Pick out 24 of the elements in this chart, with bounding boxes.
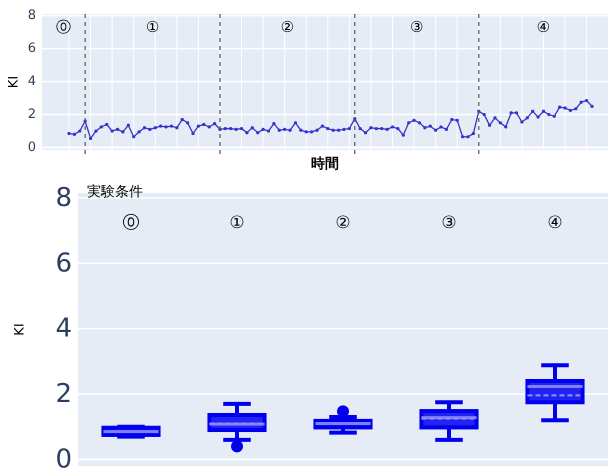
y-tick-label: 6 — [28, 41, 36, 56]
y-tick-label: 4 — [55, 314, 72, 344]
x-tick-label: ① — [229, 213, 245, 233]
y-tick-label: 0 — [28, 140, 36, 156]
annotation: ⓪ — [56, 18, 72, 36]
x-axis-title: 実験条件 — [87, 184, 143, 200]
y-axis-title: KI — [12, 323, 28, 336]
x-tick-label: ③ — [441, 213, 457, 233]
y-tick-label: 8 — [28, 8, 36, 24]
y-tick-label: 4 — [28, 74, 36, 90]
y-axis-title: KI — [6, 76, 22, 88]
y-tick-label: 6 — [55, 248, 72, 278]
y-tick-label: 0 — [55, 444, 72, 474]
annotation: ③ — [410, 18, 424, 36]
annotation: ④ — [536, 18, 550, 36]
annotation: ② — [280, 18, 294, 36]
x-tick-label: ② — [335, 213, 351, 233]
annotation: ① — [146, 18, 160, 36]
x-axis-title: 時間 — [311, 156, 339, 172]
y-tick-label: 2 — [28, 107, 36, 122]
x-tick-label: ⓪ — [122, 213, 140, 233]
x-tick-label: ④ — [547, 213, 563, 233]
y-tick-label: 8 — [55, 182, 72, 213]
y-tick-label: 2 — [55, 379, 72, 410]
